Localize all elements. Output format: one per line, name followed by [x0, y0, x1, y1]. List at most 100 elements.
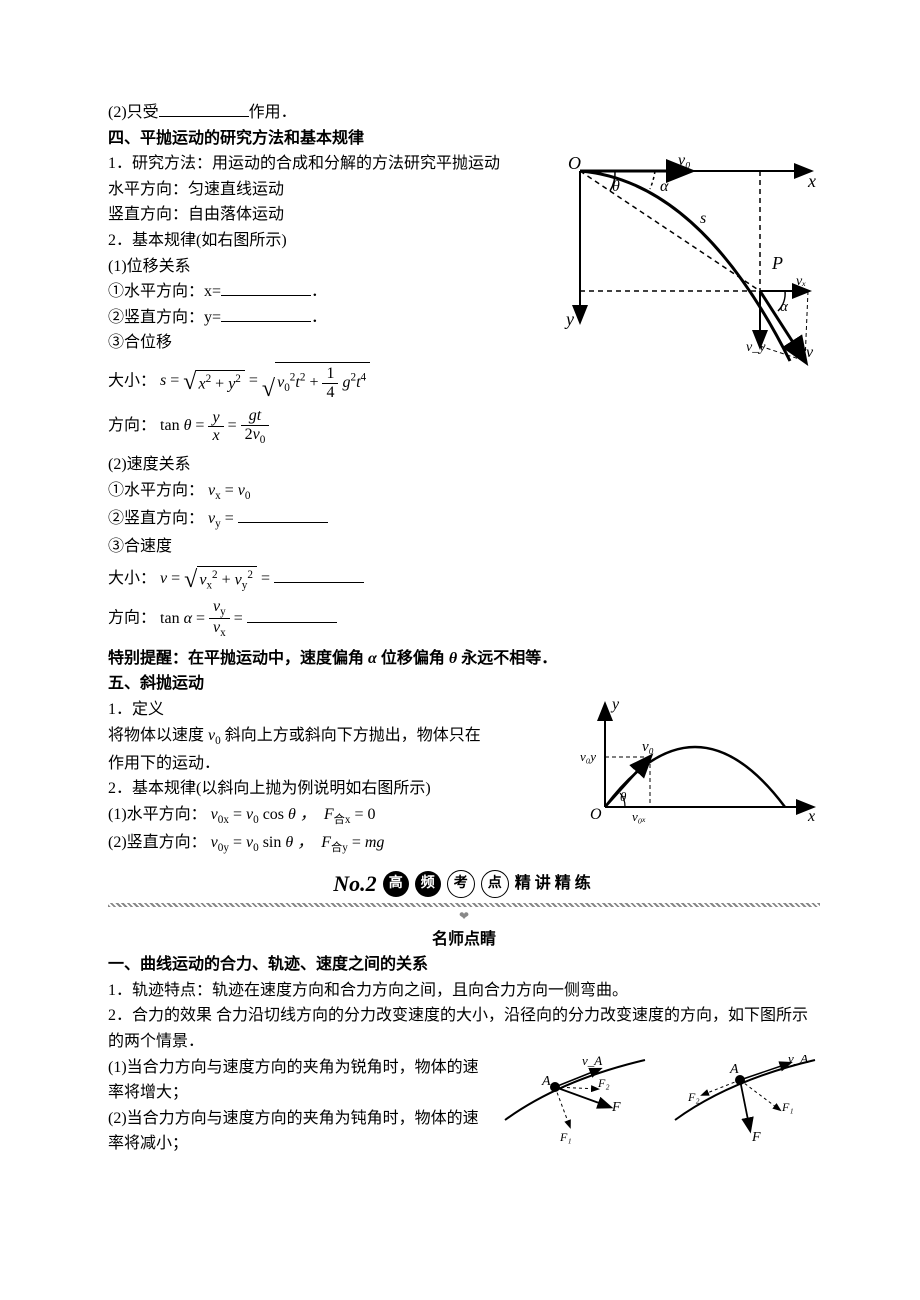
formula-displacement-mag: 大小： s = √x2 + y2 = √v02t2 + 14 g2t4	[108, 362, 550, 401]
text: 作用下的运动．	[108, 751, 570, 777]
text: 1．轨迹特点：轨迹在速度方向和合力方向之间，且向合力方向一侧弯曲。	[108, 978, 820, 1004]
svg-text:y: y	[610, 697, 620, 713]
projectile-svg: O x y v₀ s θ α P vₓ v_y	[560, 151, 820, 381]
section4-body: 1．研究方法：用运动的合成和分解的方法研究平抛运动 水平方向：匀速直线运动 竖直…	[108, 151, 820, 646]
svg-text:θ: θ	[620, 789, 627, 804]
text: 2．基本规律(如右图所示)	[108, 228, 550, 254]
pill: 考	[447, 870, 475, 898]
blank	[221, 305, 311, 322]
formula: tan α = vyvx =	[160, 610, 247, 627]
text: ②竖直方向：y=	[108, 309, 221, 326]
formula-vx: ①水平方向： vx = v0	[108, 478, 550, 506]
label: 方向：	[108, 417, 156, 434]
svg-text:v₀: v₀	[678, 152, 691, 169]
text: ①水平方向：x=．	[108, 279, 550, 305]
svg-text:θ: θ	[612, 178, 620, 195]
blank	[221, 279, 311, 296]
svg-text:v₀ₓ: v₀ₓ	[632, 809, 646, 824]
formula: v0y = v0 sin θ ， F合y = mg	[211, 834, 385, 851]
svg-text:A: A	[541, 1074, 551, 1089]
text: 作用．	[249, 104, 297, 121]
banner-row: No.2 高 频 考 点 精讲精练	[108, 866, 820, 901]
formula: tan θ = yx = gt2v0	[160, 417, 269, 434]
svg-text:v₀y: v₀y	[580, 749, 596, 764]
svg-text:O: O	[568, 153, 581, 173]
text: ③合速度	[108, 534, 550, 560]
svg-text:v: v	[806, 344, 814, 361]
svg-text:α: α	[780, 299, 789, 315]
text: 将物体以速度 v0 斜向上方或斜向下方抛出，物体只在	[108, 723, 570, 751]
formula-vy: ②竖直方向： vy =	[108, 506, 550, 534]
section4-text: 1．研究方法：用运动的合成和分解的方法研究平抛运动 水平方向：匀速直线运动 竖直…	[108, 151, 550, 646]
text: ②竖直方向：	[108, 510, 204, 527]
blank	[274, 566, 364, 583]
label: 方向：	[108, 610, 156, 627]
text: 斜向上方或斜向下方抛出，物体只在	[225, 727, 481, 744]
pill: 频	[415, 871, 441, 897]
figure-forces: A v_A F F₂ F₁ A v_A F F₂ F₁	[500, 1055, 820, 1150]
label: 大小：	[108, 372, 156, 389]
formula: v = √vx2 + vy2 =	[160, 570, 274, 587]
text: 2．合力的效果 合力沿切线方向的分力改变速度的大小，沿径向的分力改变速度的方向，…	[108, 1003, 820, 1054]
banner-tail: 精讲精练	[515, 871, 595, 897]
sec1-title: 一、曲线运动的合力、轨迹、速度之间的关系	[108, 952, 820, 978]
formula-displacement-dir: 方向： tan θ = yx = gt2v0	[108, 407, 550, 446]
svg-text:P: P	[771, 253, 783, 273]
force-obtuse-svg: A v_A F F₂ F₁	[670, 1055, 820, 1150]
pill: 高	[383, 871, 409, 897]
svg-text:A: A	[729, 1062, 739, 1077]
svg-text:x: x	[807, 808, 815, 825]
pill: 点	[481, 870, 509, 898]
banner-no: No.2	[333, 866, 376, 901]
text: 1．定义	[108, 697, 570, 723]
text: ②竖直方向：y= ．	[108, 305, 550, 331]
mingshi-title: 名师点睛	[108, 927, 820, 953]
text: (2)竖直方向：	[108, 834, 207, 851]
text: (1)水平方向：	[108, 806, 207, 823]
formula: vx = v0	[208, 482, 250, 499]
text: ③合位移	[108, 330, 550, 356]
svg-text:O: O	[590, 806, 602, 823]
sec1-examples: (1)当合力方向与速度方向的夹角为锐角时，物体的速率将增大； (2)当合力方向与…	[108, 1055, 820, 1157]
svg-text:y: y	[564, 309, 574, 329]
formula-oblique-h: (1)水平方向： v0x = v0 cos θ ， F合x = 0	[108, 802, 570, 830]
text: ①水平方向：x=	[108, 283, 221, 300]
svg-text:x: x	[807, 171, 816, 191]
blank	[238, 506, 328, 523]
formula: s = √x2 + y2 = √v02t2 + 14 g2t4	[160, 372, 370, 389]
reminder: 特别提醒：在平抛运动中，速度偏角 α 位移偏角 θ 永远不相等．	[108, 646, 820, 672]
text: (2)速度关系	[108, 452, 550, 478]
blank	[247, 606, 337, 623]
section5-title: 五、斜抛运动	[108, 671, 820, 697]
formula: v0x = v0 cos θ ， F合x = 0	[211, 806, 376, 823]
svg-text:v_A: v_A	[788, 1055, 808, 1066]
formula-speed-dir: 方向： tan α = vyvx =	[108, 598, 550, 640]
formula-speed-mag: 大小： v = √vx2 + vy2 =	[108, 566, 550, 592]
label: 大小：	[108, 570, 156, 587]
text: 将物体以速度	[108, 727, 204, 744]
text: (2)只受	[108, 104, 159, 121]
svg-text:F: F	[611, 1100, 621, 1115]
oblique-svg: O x y v₀ v₀y v₀ₓ θ	[580, 697, 820, 827]
formula: vy =	[208, 510, 234, 527]
line-only-force: (2)只受 作用．	[108, 100, 820, 126]
sec1-text: (1)当合力方向与速度方向的夹角为锐角时，物体的速率将增大； (2)当合力方向与…	[108, 1055, 490, 1157]
svg-text:F₂: F₂	[687, 1090, 700, 1104]
section4-title: 四、平抛运动的研究方法和基本规律	[108, 126, 820, 152]
text: (1)位移关系	[108, 254, 550, 280]
svg-text:F₂: F₂	[597, 1076, 610, 1090]
figure-oblique: O x y v₀ v₀y v₀ₓ θ	[580, 697, 820, 836]
svg-text:F₁: F₁	[559, 1130, 572, 1144]
text: ．	[311, 309, 327, 326]
text: (2)当合力方向与速度方向的夹角为钝角时，物体的速率将减小；	[108, 1106, 490, 1157]
svg-text:α: α	[660, 178, 669, 195]
svg-text:s: s	[700, 210, 706, 227]
section5-text: 1．定义 将物体以速度 v0 斜向上方或斜向下方抛出，物体只在 作用下的运动． …	[108, 697, 570, 858]
text: 水平方向：匀速直线运动	[108, 177, 550, 203]
svg-text:v_A: v_A	[582, 1055, 602, 1068]
formula-oblique-v: (2)竖直方向： v0y = v0 sin θ ， F合y = mg	[108, 830, 570, 858]
text: 2．基本规律(以斜向上抛为例说明如右图所示)	[108, 776, 570, 802]
formula: v0	[208, 727, 221, 744]
section5-body: 1．定义 将物体以速度 v0 斜向上方或斜向下方抛出，物体只在 作用下的运动． …	[108, 697, 820, 858]
blank	[159, 100, 249, 117]
